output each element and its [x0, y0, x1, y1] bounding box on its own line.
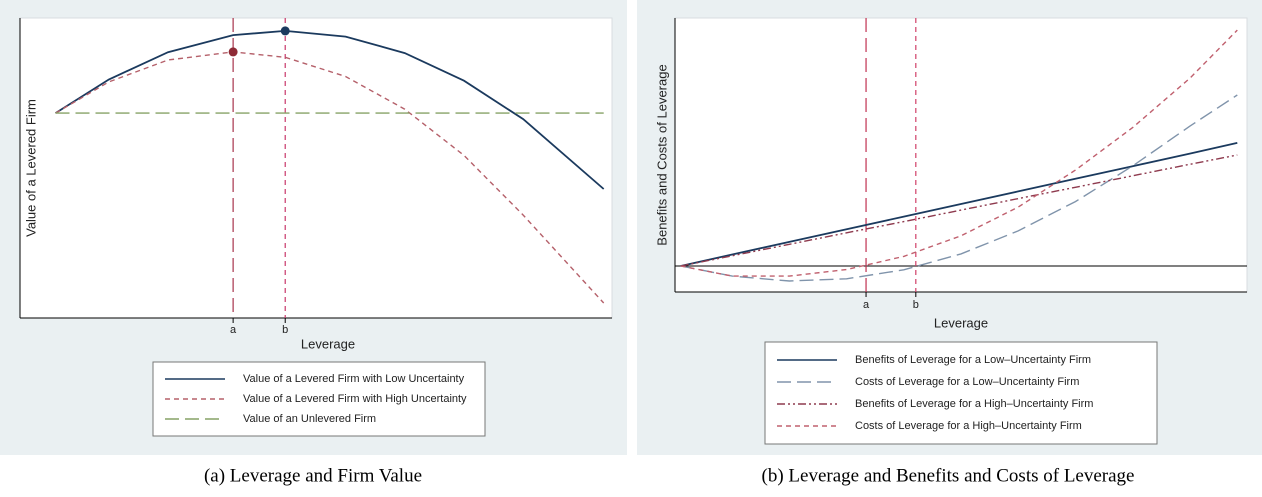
legend-label: Benefits of Leverage for a Low–Uncertain…: [855, 354, 1091, 366]
caption: (a) Leverage and Firm Value: [204, 465, 422, 486]
x-tick-label: b: [913, 299, 919, 311]
x-axis-label: Leverage: [934, 315, 988, 330]
plot-area: [19, 17, 613, 319]
series-line: [680, 94, 1238, 282]
series-line: [55, 29, 605, 190]
legend-label: Costs of Leverage for a High–Uncertainty…: [855, 420, 1082, 432]
point-marker: [228, 47, 238, 57]
series-line: [680, 142, 1238, 267]
series-line: [55, 51, 605, 304]
x-tick-label: b: [282, 324, 288, 336]
series-line: [680, 154, 1238, 267]
legend-label: Value of a Levered Firm with High Uncert…: [243, 393, 467, 405]
caption: (b) Leverage and Benefits and Costs of L…: [762, 465, 1135, 486]
legend-label: Value of an Unlevered Firm: [243, 413, 376, 425]
legend-label: Value of a Levered Firm with Low Uncerta…: [243, 373, 465, 385]
legend-label: Benefits of Leverage for a High–Uncertai…: [855, 398, 1093, 410]
x-tick-label: a: [863, 299, 870, 311]
y-axis-label: Benefits and Costs of Leverage: [654, 64, 669, 245]
x-tick-label: a: [230, 324, 237, 336]
point-marker: [280, 26, 290, 36]
series-line: [680, 29, 1238, 277]
legend-box: [152, 361, 486, 437]
x-axis-label: Leverage: [301, 336, 355, 351]
legend-box: [764, 341, 1158, 445]
plot-area: [674, 17, 1248, 293]
legend-label: Costs of Leverage for a Low–Uncertainty …: [855, 376, 1079, 388]
y-axis-label: Value of a Levered Firm: [23, 99, 38, 237]
